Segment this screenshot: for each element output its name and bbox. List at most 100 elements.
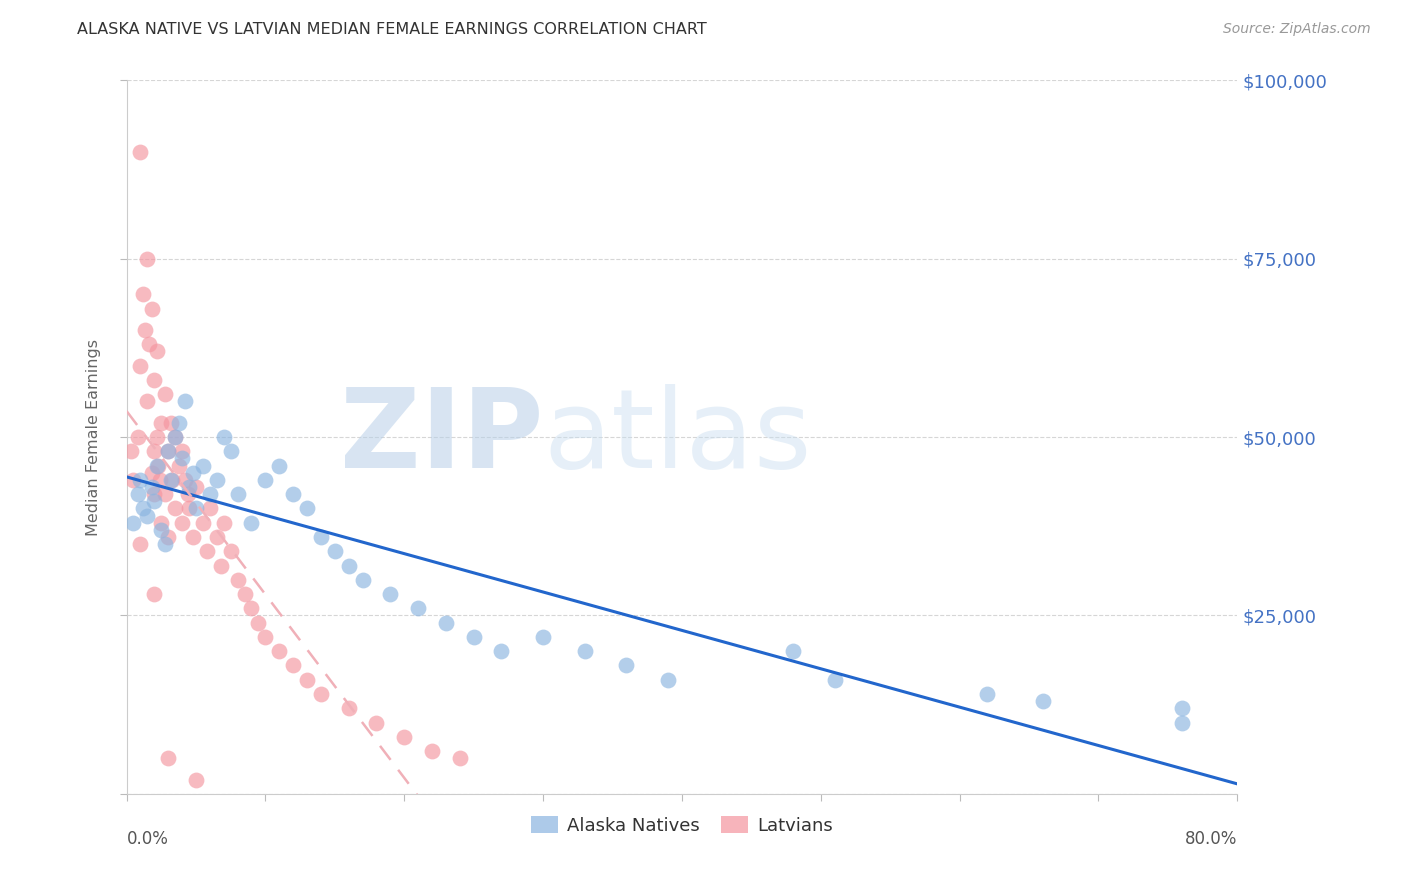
Text: Source: ZipAtlas.com: Source: ZipAtlas.com xyxy=(1223,22,1371,37)
Point xyxy=(122,473,145,487)
Point xyxy=(136,252,159,266)
Point xyxy=(184,480,207,494)
Point xyxy=(149,473,172,487)
Point xyxy=(160,416,183,430)
Point xyxy=(132,287,155,301)
Point xyxy=(1032,694,1054,708)
Point xyxy=(143,373,166,387)
Point xyxy=(165,430,187,444)
Point xyxy=(177,501,200,516)
Point xyxy=(269,644,291,658)
Point xyxy=(127,430,149,444)
Point xyxy=(143,587,166,601)
Point xyxy=(169,416,191,430)
Point xyxy=(148,458,170,473)
Point xyxy=(295,673,318,687)
Point xyxy=(155,487,177,501)
Point xyxy=(176,487,198,501)
Point xyxy=(657,673,679,687)
Point xyxy=(129,473,152,487)
Point xyxy=(198,501,221,516)
Point xyxy=(323,544,346,558)
Point xyxy=(134,323,156,337)
Point xyxy=(160,473,183,487)
Text: ALASKA NATIVE VS LATVIAN MEDIAN FEMALE EARNINGS CORRELATION CHART: ALASKA NATIVE VS LATVIAN MEDIAN FEMALE E… xyxy=(77,22,707,37)
Point xyxy=(129,359,152,373)
Point xyxy=(132,501,155,516)
Point xyxy=(366,715,388,730)
Point xyxy=(136,508,159,523)
Point xyxy=(150,416,173,430)
Point xyxy=(141,301,163,316)
Point xyxy=(146,430,169,444)
Point xyxy=(337,558,360,573)
Point xyxy=(269,458,291,473)
Point xyxy=(172,444,194,458)
Text: 0.0%: 0.0% xyxy=(127,830,169,847)
Point xyxy=(184,501,207,516)
Point xyxy=(976,687,998,701)
Point xyxy=(173,394,195,409)
Point xyxy=(165,501,187,516)
Point xyxy=(247,615,270,630)
Point xyxy=(205,530,228,544)
Point xyxy=(574,644,596,658)
Point xyxy=(463,630,485,644)
Point xyxy=(150,523,173,537)
Point xyxy=(181,466,204,480)
Point xyxy=(157,530,180,544)
Point xyxy=(169,458,191,473)
Point xyxy=(155,387,177,401)
Point xyxy=(172,516,194,530)
Point xyxy=(281,487,304,501)
Point xyxy=(614,658,637,673)
Point xyxy=(219,444,242,458)
Point xyxy=(209,558,232,573)
Point xyxy=(146,344,169,359)
Point xyxy=(1170,715,1192,730)
Point xyxy=(491,644,513,658)
Point xyxy=(254,473,277,487)
Point xyxy=(198,487,221,501)
Point xyxy=(226,573,249,587)
Point xyxy=(181,530,204,544)
Point xyxy=(120,444,142,458)
Point xyxy=(281,658,304,673)
Point xyxy=(394,730,416,744)
Point xyxy=(127,487,149,501)
Point xyxy=(434,615,457,630)
Point xyxy=(205,473,228,487)
Point xyxy=(406,601,429,615)
Point xyxy=(824,673,846,687)
Point xyxy=(184,772,207,787)
Point xyxy=(157,444,180,458)
Point xyxy=(295,501,318,516)
Point xyxy=(172,451,194,466)
Point xyxy=(191,458,214,473)
Point xyxy=(337,701,360,715)
Point xyxy=(129,145,152,159)
Point xyxy=(155,537,177,551)
Point xyxy=(138,337,160,351)
Text: 80.0%: 80.0% xyxy=(1185,830,1237,847)
Point xyxy=(219,544,242,558)
Point xyxy=(143,444,166,458)
Point xyxy=(122,516,145,530)
Point xyxy=(177,480,200,494)
Point xyxy=(150,516,173,530)
Point xyxy=(143,494,166,508)
Point xyxy=(240,601,263,615)
Point xyxy=(233,587,256,601)
Point xyxy=(212,516,235,530)
Point xyxy=(309,530,332,544)
Point xyxy=(146,458,169,473)
Point xyxy=(782,644,804,658)
Point xyxy=(143,487,166,501)
Legend: Alaska Natives, Latvians: Alaska Natives, Latvians xyxy=(523,809,841,842)
Point xyxy=(165,430,187,444)
Point xyxy=(226,487,249,501)
Point xyxy=(240,516,263,530)
Point xyxy=(380,587,402,601)
Point xyxy=(531,630,554,644)
Point xyxy=(157,444,180,458)
